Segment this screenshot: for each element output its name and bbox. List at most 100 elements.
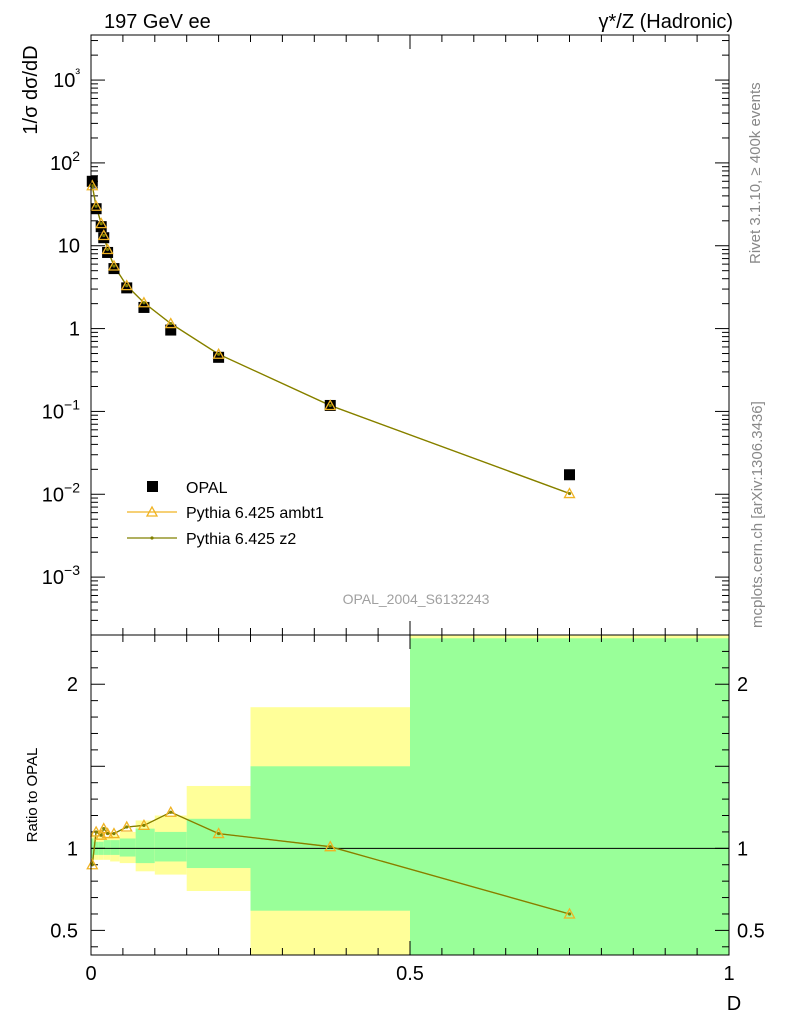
- ratio-point-z2: [142, 823, 146, 827]
- ratio-point-z2: [217, 831, 221, 836]
- ratio-y-tick-label-left: 1: [67, 838, 78, 860]
- band-inner: [250, 766, 410, 911]
- ratio-y-tick-label-right: 2: [737, 674, 748, 696]
- y-tick-label: 10: [58, 236, 80, 258]
- ratio-point-z2: [567, 912, 572, 916]
- ratio-point-z2: [169, 810, 173, 814]
- mcplots-label: mcplots.cern.ch [arXiv:1306.3436]: [749, 401, 766, 628]
- legend-marker-z2: [150, 536, 154, 540]
- data-point-opal: [121, 282, 133, 294]
- ratio-point-ambt1: [120, 820, 133, 832]
- ratio-point-ambt1: [212, 827, 225, 839]
- x-tick-label: 1: [723, 963, 734, 985]
- x-tick-label: 0.5: [396, 963, 424, 985]
- ratio-point-ambt1: [563, 907, 576, 919]
- y-tick-label: 1: [69, 319, 80, 341]
- main-axis-ticks: 10−3 10−2 10−1 1 10 102 10³: [42, 35, 730, 636]
- ratio-point-ambt1: [97, 822, 110, 834]
- main-series-layer: [86, 175, 576, 499]
- data-point-z2: [169, 321, 173, 326]
- band-inner: [186, 818, 251, 869]
- data-point-ambt1: [101, 243, 114, 255]
- band-inner: [135, 828, 155, 864]
- band-inner: [119, 838, 136, 857]
- data-point-ambt1: [324, 399, 337, 411]
- ratio-uncertainty-bands: [91, 635, 729, 955]
- data-point-z2: [567, 491, 572, 496]
- legend: OPAL Pythia 6.425 ambt1 Pythia 6.425 z2: [127, 480, 324, 548]
- data-point-ambt1: [89, 199, 103, 211]
- data-point-opal: [90, 203, 102, 215]
- data-point-ambt1: [97, 229, 110, 241]
- ratio-point-ambt1: [89, 825, 103, 837]
- legend-label-opal: OPAL: [186, 480, 228, 497]
- band-inner: [410, 638, 729, 955]
- ratio-y-tick-label-left: 2: [67, 674, 78, 696]
- x-axis-label: D: [727, 993, 741, 1015]
- data-point-opal: [95, 221, 107, 233]
- data-point-z2: [102, 233, 106, 238]
- data-point-opal: [564, 469, 575, 481]
- data-point-z2: [99, 222, 103, 226]
- ratio-point-ambt1: [137, 819, 151, 831]
- band-inner: [110, 840, 120, 855]
- data-point-ambt1: [563, 487, 576, 499]
- series-line-ambt1: [91, 185, 570, 495]
- main-ylabel: 1/σ dσ/dD: [20, 45, 42, 134]
- data-point-opal: [108, 263, 120, 275]
- data-point-opal: [213, 351, 225, 363]
- legend-marker-ambt1: [145, 505, 159, 517]
- ratio-y-tick-label-left: 0.5: [50, 920, 78, 942]
- data-point-opal: [98, 232, 110, 244]
- right-title: γ*/Z (Hadronic): [599, 11, 733, 33]
- data-point-opal: [165, 324, 177, 336]
- ratio-point-z2: [125, 825, 129, 829]
- ratio-series-layer: [86, 805, 576, 919]
- ratio-point-ambt1: [86, 858, 99, 870]
- band-inner: [103, 840, 111, 855]
- ratio-ylabel: Ratio to OPAL: [24, 748, 41, 843]
- data-point-opal: [102, 246, 114, 258]
- y-tick-label: 102: [50, 148, 80, 175]
- ratio-point-ambt1: [164, 805, 177, 817]
- ratio-y-tick-label-right: 1: [737, 838, 748, 860]
- data-point-z2: [125, 284, 129, 288]
- ratio-point-z2: [112, 831, 116, 836]
- analysis-watermark: OPAL_2004_S6132243: [343, 591, 490, 607]
- legend-marker-opal: [147, 481, 158, 492]
- x-tick-label: 0: [85, 963, 96, 985]
- data-point-z2: [105, 247, 110, 252]
- ratio-point-z2: [105, 831, 110, 836]
- data-point-ambt1: [95, 217, 108, 229]
- y-tick-label: 10³: [53, 65, 80, 92]
- y-tick-label: 10−2: [42, 479, 80, 506]
- data-point-z2: [112, 264, 116, 268]
- y-tick-label: 10−3: [42, 562, 80, 589]
- legend-label-z2: Pythia 6.425 z2: [186, 531, 296, 548]
- ratio-point-z2: [102, 827, 106, 831]
- rivet-label: Rivet 3.1.10, ≥ 400k events: [747, 82, 764, 264]
- ratio-point-ambt1: [101, 827, 114, 839]
- y-tick-label: 10−1: [42, 396, 80, 423]
- data-point-ambt1: [137, 296, 151, 308]
- legend-label-ambt1: Pythia 6.425 ambt1: [186, 505, 324, 522]
- ratio-y-tick-label-right: 0.5: [737, 920, 765, 942]
- data-point-z2: [94, 204, 98, 208]
- data-point-ambt1: [212, 347, 225, 359]
- left-title: 197 GeV ee: [104, 11, 211, 33]
- ratio-point-ambt1: [324, 840, 337, 852]
- data-point-z2: [328, 403, 332, 408]
- ratio-point-z2: [94, 830, 98, 834]
- data-point-ambt1: [164, 317, 177, 329]
- data-point-ambt1: [86, 179, 99, 191]
- band-inner: [154, 831, 187, 862]
- data-point-opal: [138, 301, 150, 313]
- data-point-z2: [217, 352, 221, 356]
- data-point-ambt1: [107, 259, 121, 271]
- data-point-z2: [142, 301, 146, 305]
- ratio-point-z2: [328, 845, 332, 849]
- ratio-axis-ticks: 0.5 0.51 12 20 0.5 1: [50, 634, 765, 985]
- ratio-point-z2: [99, 833, 103, 837]
- series-line-z2: [91, 185, 570, 495]
